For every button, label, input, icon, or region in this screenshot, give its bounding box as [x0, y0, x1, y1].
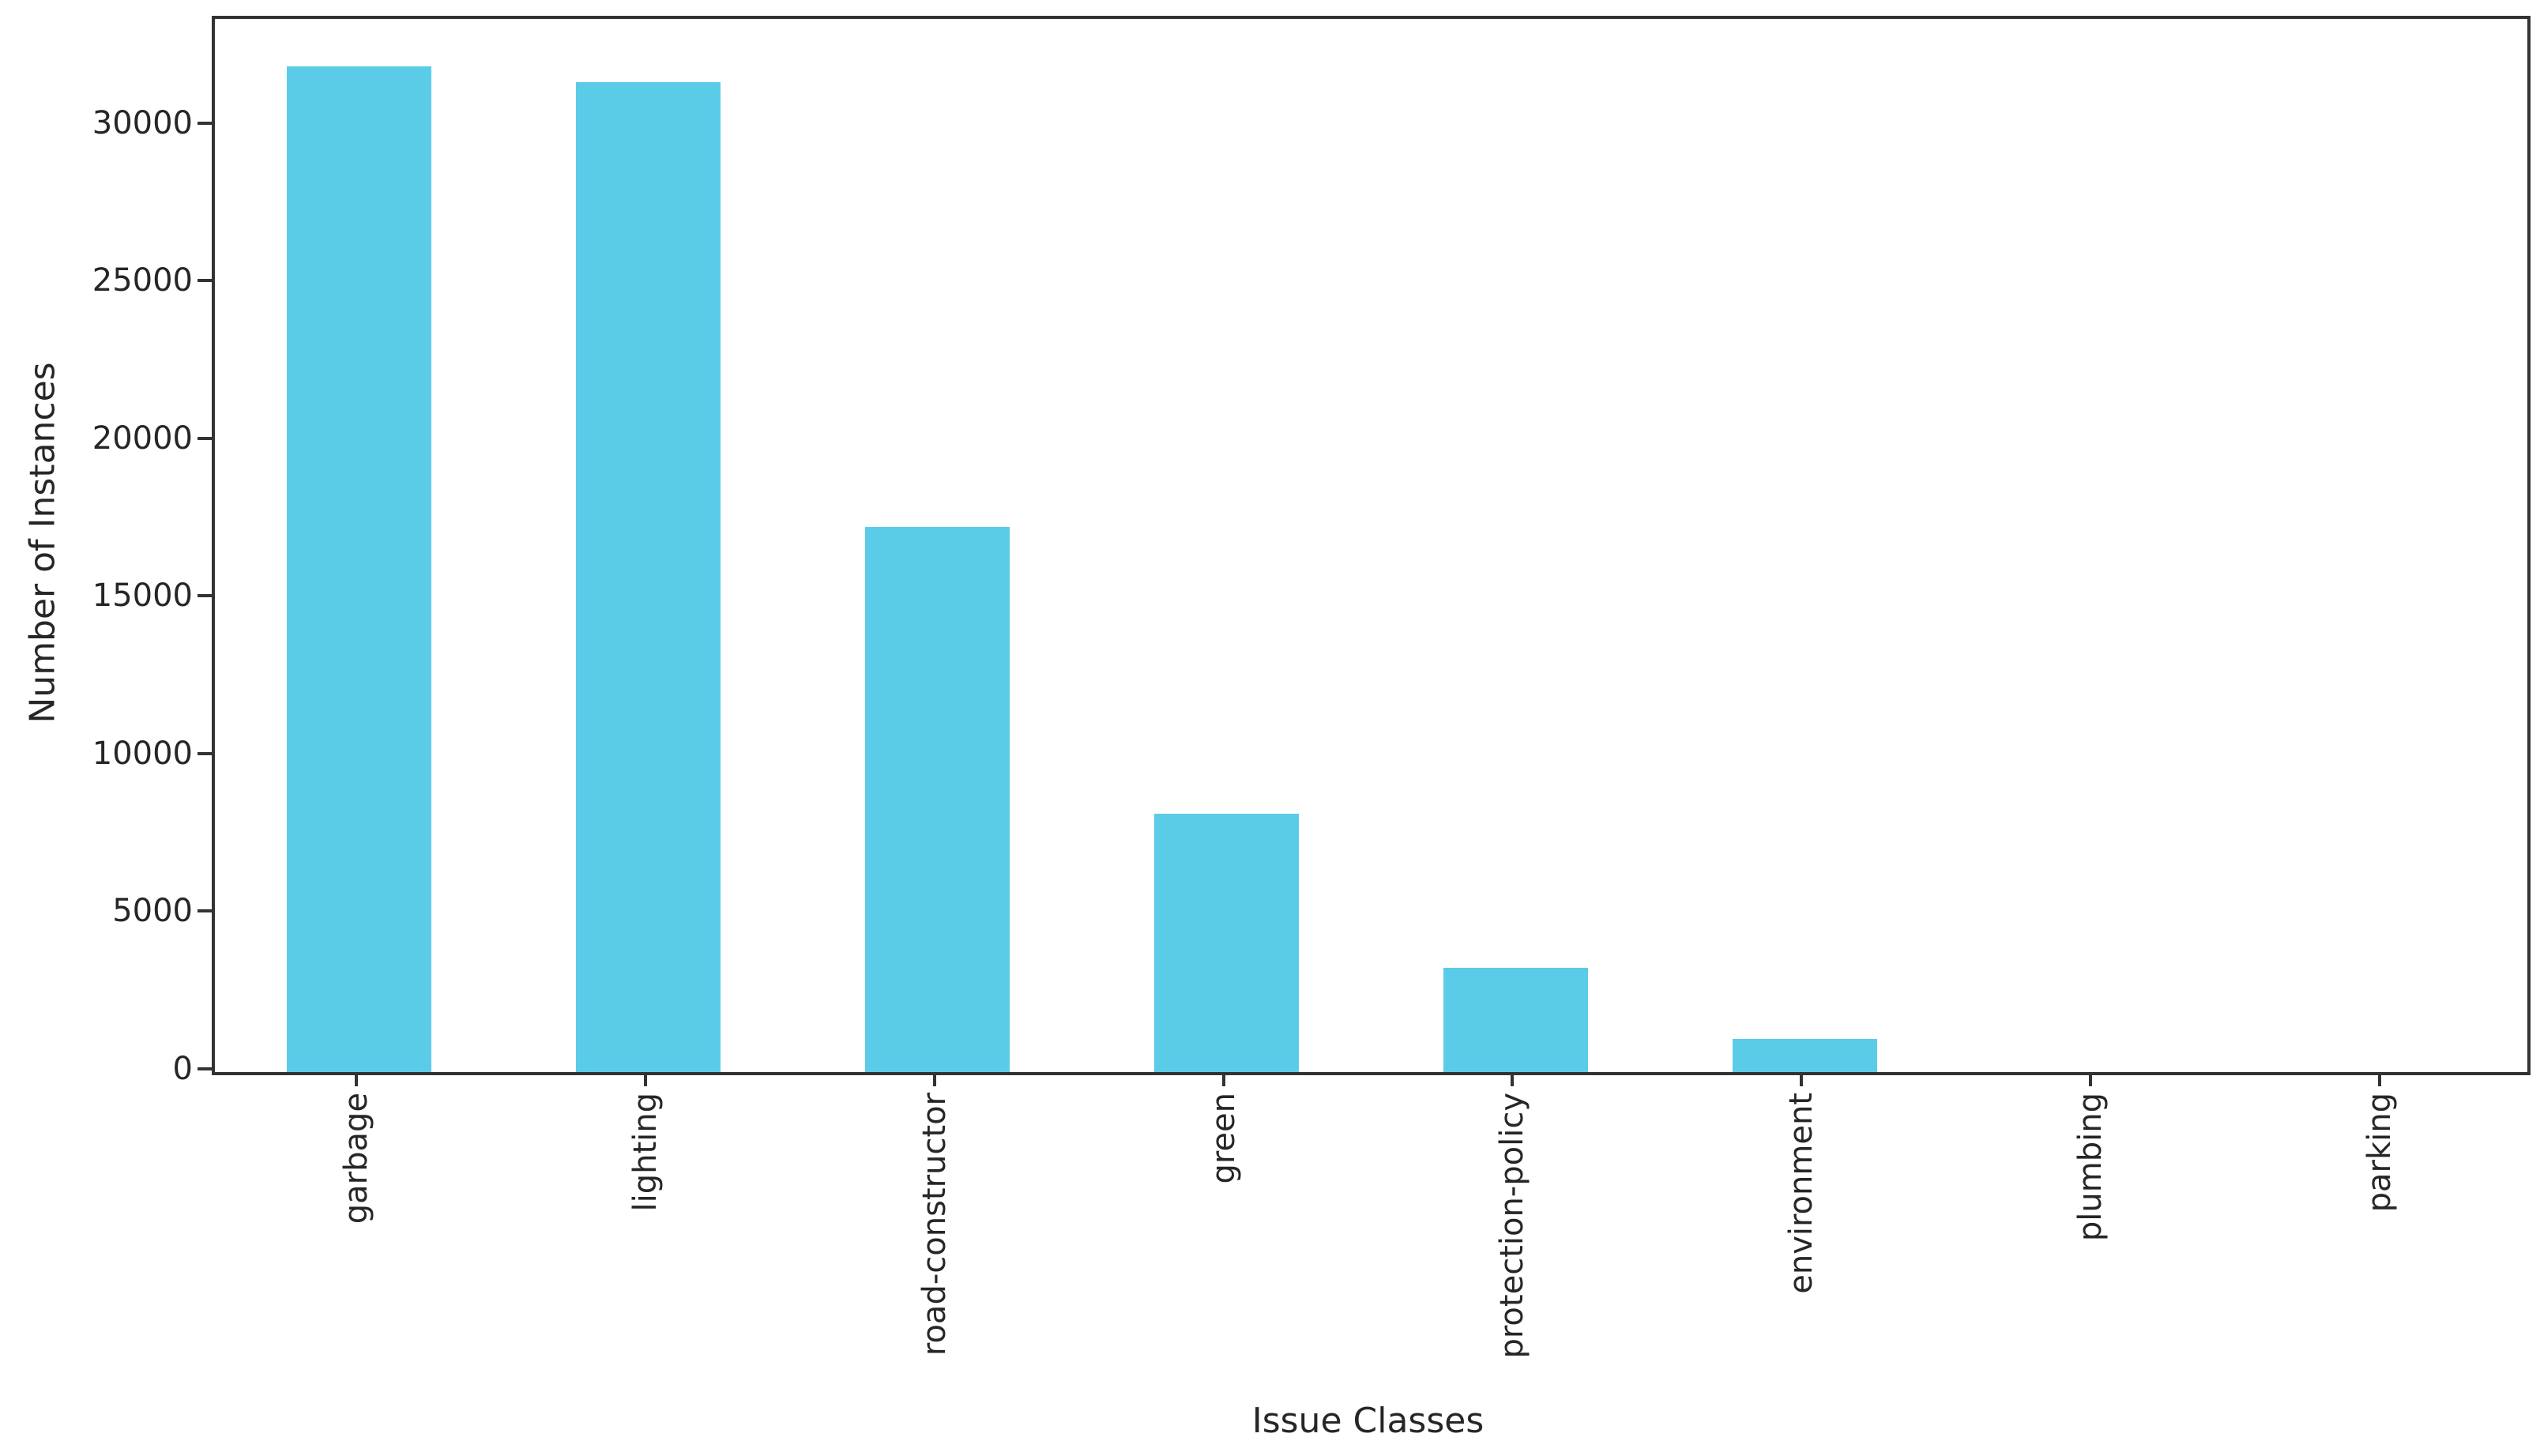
- x-axis-label: Issue Classes: [1251, 1401, 1484, 1441]
- x-tick-label-green: green: [1205, 1093, 1242, 1184]
- y-tick-label-15000: 15000: [92, 578, 193, 615]
- x-tick-label-lighting: lighting: [627, 1093, 664, 1212]
- bar-protection-policy: [1443, 968, 1588, 1072]
- bar-green: [1154, 813, 1300, 1072]
- x-tick-mark-protection-policy: [1511, 1072, 1515, 1086]
- y-tick-label-10000: 10000: [92, 735, 193, 772]
- x-tick-label-road-constructor: road-constructor: [916, 1093, 953, 1356]
- y-tick-mark-0: [198, 1067, 212, 1070]
- y-axis-label-box: Number of Instances: [0, 16, 87, 1069]
- x-tick-mark-lighting: [643, 1072, 647, 1086]
- x-tick-label-garbage: garbage: [337, 1093, 374, 1225]
- bar-garbage: [287, 66, 432, 1072]
- y-axis-label: Number of Instances: [23, 361, 63, 724]
- y-tick-mark-20000: [198, 436, 212, 440]
- x-tick-mark-plumbing: [2089, 1072, 2093, 1086]
- x-tick-label-protection-policy: protection-policy: [1494, 1093, 1531, 1359]
- y-tick-mark-30000: [198, 121, 212, 125]
- y-tick-mark-15000: [198, 594, 212, 598]
- y-tick-label-20000: 20000: [92, 419, 193, 457]
- x-tick-mark-road-constructor: [932, 1072, 936, 1086]
- bar-lighting: [576, 81, 721, 1072]
- x-tick-label-parking: parking: [2361, 1093, 2399, 1213]
- y-tick-mark-25000: [198, 279, 212, 283]
- y-tick-label-0: 0: [172, 1051, 193, 1087]
- y-tick-label-30000: 30000: [92, 104, 193, 141]
- x-tick-mark-environment: [1800, 1072, 1804, 1086]
- plot-area: [212, 16, 2531, 1075]
- y-tick-label-25000: 25000: [92, 262, 193, 299]
- y-tick-label-5000: 5000: [112, 893, 193, 930]
- bar-road-constructor: [865, 526, 1010, 1072]
- bar-environment: [1732, 1039, 1877, 1072]
- x-tick-label-environment: environment: [1783, 1093, 1820, 1294]
- x-tick-mark-parking: [2378, 1072, 2382, 1086]
- x-tick-label-plumbing: plumbing: [2072, 1093, 2109, 1242]
- y-tick-mark-10000: [198, 751, 212, 755]
- x-tick-mark-garbage: [354, 1072, 358, 1086]
- y-tick-mark-5000: [198, 909, 212, 913]
- x-tick-mark-green: [1221, 1072, 1225, 1086]
